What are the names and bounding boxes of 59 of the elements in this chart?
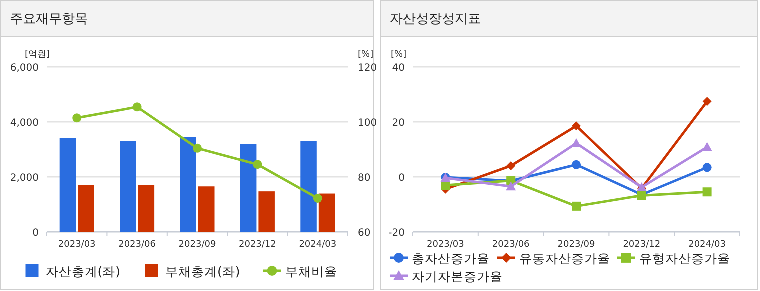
y-axis-title: [%]: [391, 50, 407, 60]
x-tick-label: 2023/03: [427, 240, 464, 250]
point: [572, 202, 581, 211]
x-tick-label: 2023/09: [558, 240, 596, 250]
y2-tick-label: 60: [358, 228, 371, 239]
point: [253, 160, 262, 170]
legend-label: 자산총계(좌): [46, 264, 121, 279]
point: [702, 188, 712, 197]
point: [572, 122, 581, 131]
bar: [240, 144, 257, 232]
point: [506, 162, 516, 170]
legend-label: 총자산증가율: [412, 251, 490, 266]
chart-title: 자산성장성지표: [390, 12, 481, 27]
point: [702, 97, 712, 106]
point: [193, 144, 202, 153]
bar: [318, 194, 336, 232]
bar: [120, 141, 136, 232]
point: [72, 114, 82, 123]
x-tick-label: 2023/12: [623, 240, 661, 250]
y-axis-title: [억원]: [25, 50, 50, 60]
bar: [60, 138, 76, 232]
x-tick-label: 2023/03: [58, 240, 96, 250]
legend-label: 유형자산증가율: [639, 251, 730, 266]
point: [572, 160, 581, 170]
point: [702, 142, 712, 152]
y-tick-label: 40: [392, 63, 405, 74]
y2-tick-label: 80: [358, 173, 371, 184]
x-tick-label: 2023/06: [492, 240, 530, 250]
bar: [78, 185, 94, 232]
y-tick-label: 0: [32, 228, 39, 239]
y-tick-label: 6,000: [10, 63, 39, 74]
bar: [300, 141, 317, 232]
bar: [138, 185, 155, 232]
y-tick-label: 20: [392, 118, 405, 129]
point: [506, 182, 516, 191]
point: [702, 163, 712, 172]
x-tick-label: 2024/03: [688, 240, 726, 250]
y-tick-label: 2,000: [10, 173, 39, 184]
y2-tick-label: 120: [358, 63, 378, 74]
bar: [180, 137, 196, 232]
legend-label: 부채비율: [285, 264, 338, 279]
y-tick-label: 0: [398, 173, 405, 184]
legend-label: 부채총계(좌): [166, 264, 240, 279]
x-tick-label: 2023/12: [239, 240, 276, 250]
legend-label: 유동자산증가율: [520, 251, 610, 266]
point: [132, 102, 142, 112]
chart-title: 주요재무항목: [10, 12, 88, 27]
x-tick-label: 2024/03: [299, 240, 337, 250]
bar: [258, 192, 275, 232]
point: [572, 138, 582, 148]
y-tick-label: 4,000: [10, 118, 39, 129]
y2-axis-title: [%]: [358, 50, 374, 60]
point: [313, 194, 322, 203]
x-tick-label: 2023/09: [178, 240, 216, 250]
bar: [198, 186, 215, 232]
x-tick-label: 2023/06: [118, 240, 156, 250]
y2-tick-label: 100: [358, 118, 378, 129]
legend-label: 자기자본증가율: [412, 269, 503, 284]
y-tick-label: -20: [388, 228, 405, 239]
